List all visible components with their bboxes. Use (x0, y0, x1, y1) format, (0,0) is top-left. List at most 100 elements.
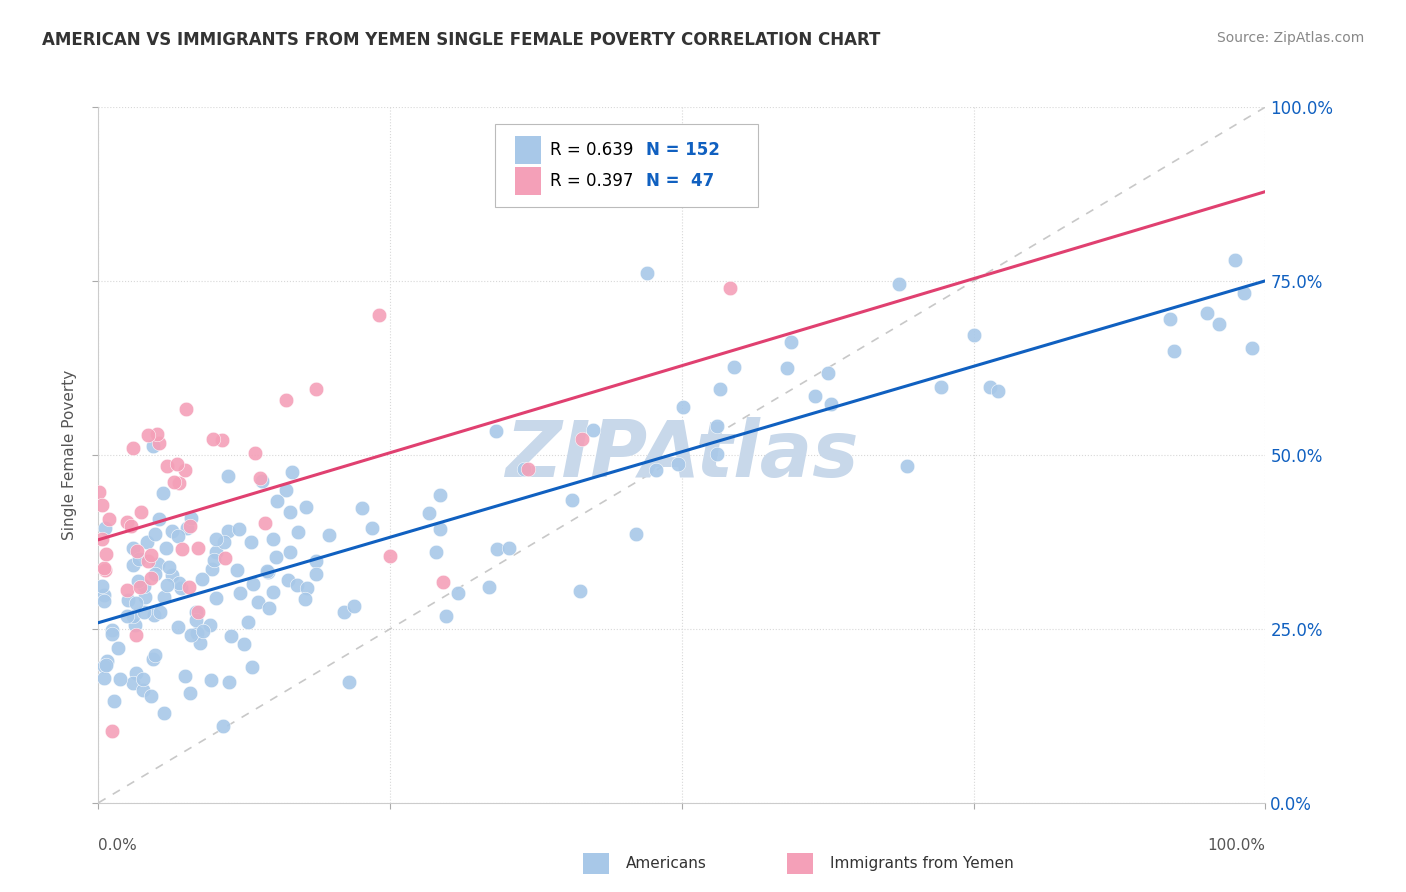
Point (1163, 344, 1185, 359)
Point (718, 281, 741, 295)
Point (179, 519, 201, 533)
Text: Immigrants from Yemen: Immigrants from Yemen (830, 856, 1014, 871)
Point (125, 627, 148, 641)
Point (709, 382, 731, 396)
Point (120, 518, 142, 533)
Point (179, 686, 201, 700)
Point (93, 588, 115, 602)
Point (187, 605, 209, 619)
Point (117, 583, 139, 598)
Text: N = 152: N = 152 (645, 141, 720, 159)
Point (225, 563, 247, 577)
Point (242, 577, 264, 591)
Point (236, 615, 259, 629)
Point (295, 581, 318, 595)
Point (117, 609, 139, 624)
Point (94, 563, 117, 577)
Point (167, 576, 190, 591)
FancyBboxPatch shape (515, 167, 541, 194)
Y-axis label: Single Female Poverty: Single Female Poverty (62, 370, 77, 540)
Point (568, 584, 591, 599)
Point (146, 427, 169, 442)
Point (134, 605, 156, 619)
Point (214, 551, 236, 566)
Text: N =  47: N = 47 (645, 172, 714, 190)
Point (484, 424, 506, 438)
Point (266, 494, 288, 508)
Point (887, 277, 910, 291)
Point (425, 545, 447, 559)
Point (139, 548, 162, 562)
Point (200, 673, 222, 688)
Point (122, 558, 145, 572)
Point (141, 571, 163, 585)
Point (1241, 341, 1264, 355)
Text: 0.0%: 0.0% (98, 838, 138, 853)
Point (418, 506, 440, 520)
Point (367, 309, 389, 323)
Point (166, 457, 188, 471)
Point (136, 534, 159, 549)
Point (262, 585, 284, 599)
Point (128, 552, 150, 566)
Point (644, 463, 666, 477)
Point (90, 498, 112, 512)
Point (149, 605, 172, 619)
Text: Source: ZipAtlas.com: Source: ZipAtlas.com (1216, 31, 1364, 45)
Point (93, 659, 115, 673)
Point (142, 652, 165, 666)
Point (122, 676, 145, 690)
Point (143, 526, 166, 541)
Point (117, 592, 139, 607)
Point (186, 605, 208, 619)
Point (820, 397, 842, 411)
Point (278, 505, 301, 519)
Point (287, 524, 309, 539)
Point (152, 486, 174, 500)
Point (160, 524, 183, 538)
Point (217, 469, 239, 483)
Point (352, 500, 374, 515)
Point (278, 545, 301, 559)
Point (148, 512, 170, 526)
Point (94, 547, 117, 561)
Point (276, 393, 298, 408)
Point (157, 559, 180, 574)
Point (243, 446, 266, 460)
Point (929, 380, 952, 394)
Point (93, 561, 115, 575)
Point (125, 596, 148, 610)
Point (1233, 285, 1256, 300)
Point (205, 591, 228, 605)
Point (304, 566, 326, 581)
Point (97, 512, 120, 526)
Point (91, 579, 114, 593)
Point (124, 665, 146, 680)
Point (152, 590, 174, 604)
Point (212, 534, 235, 549)
Point (132, 682, 155, 697)
Point (517, 462, 540, 476)
Point (93, 671, 115, 685)
Point (259, 600, 281, 615)
Point (87, 485, 110, 500)
Point (723, 359, 745, 374)
Point (896, 458, 918, 473)
Point (1197, 306, 1219, 320)
Point (191, 624, 214, 639)
Point (434, 609, 457, 624)
Point (294, 591, 316, 606)
Point (205, 532, 228, 546)
Point (143, 648, 166, 662)
Point (148, 435, 170, 450)
Text: R = 0.639: R = 0.639 (550, 141, 634, 159)
Text: Americans: Americans (626, 856, 707, 871)
Point (429, 488, 451, 502)
Point (217, 524, 239, 538)
Point (249, 471, 271, 485)
Point (163, 475, 186, 490)
Point (987, 384, 1010, 399)
Point (173, 669, 195, 683)
Point (333, 605, 356, 619)
Point (1223, 253, 1246, 268)
